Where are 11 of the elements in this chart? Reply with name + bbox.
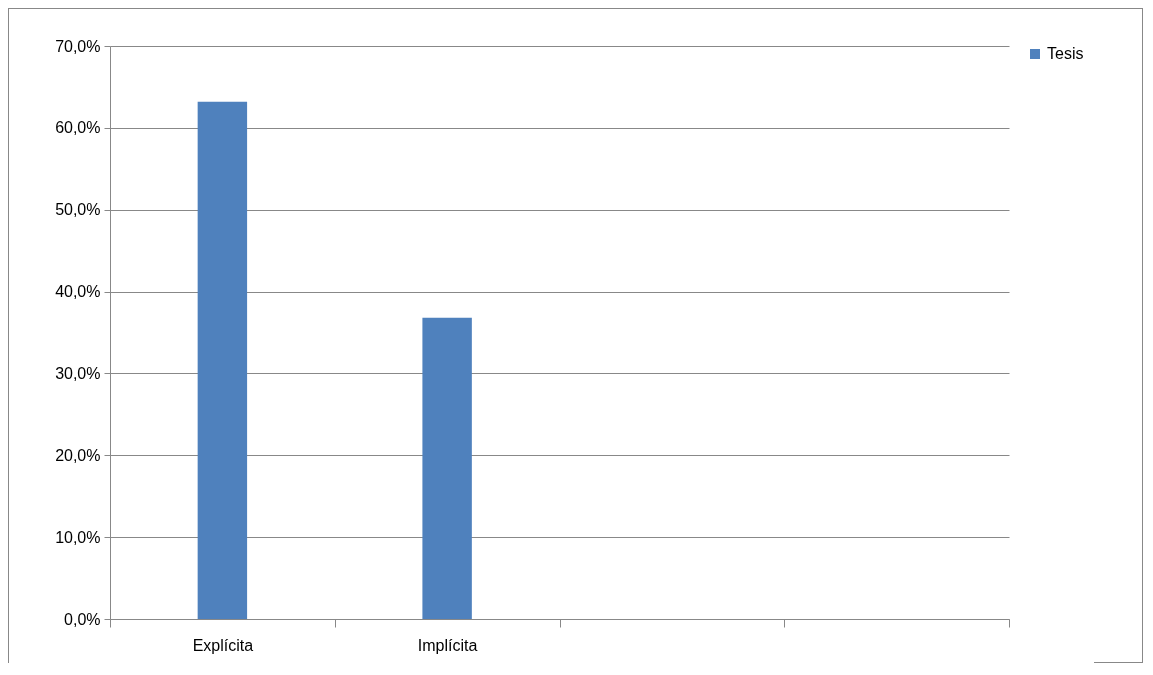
y-tick-label: 40,0% — [55, 283, 101, 301]
y-tick-label: 70,0% — [55, 37, 101, 55]
x-tick-label: Implícita — [417, 636, 478, 654]
x-tick-label: Explícita — [192, 636, 254, 654]
y-tick-label: 10,0% — [55, 528, 101, 546]
y-tick-label: 0,0% — [64, 610, 101, 628]
y-tick-label: 30,0% — [55, 364, 101, 382]
y-tick-label: 60,0% — [55, 119, 101, 137]
y-tick-label: 50,0% — [55, 201, 101, 219]
legend-label: Tesis — [1047, 45, 1084, 62]
y-tick-label: 20,0% — [55, 446, 101, 464]
